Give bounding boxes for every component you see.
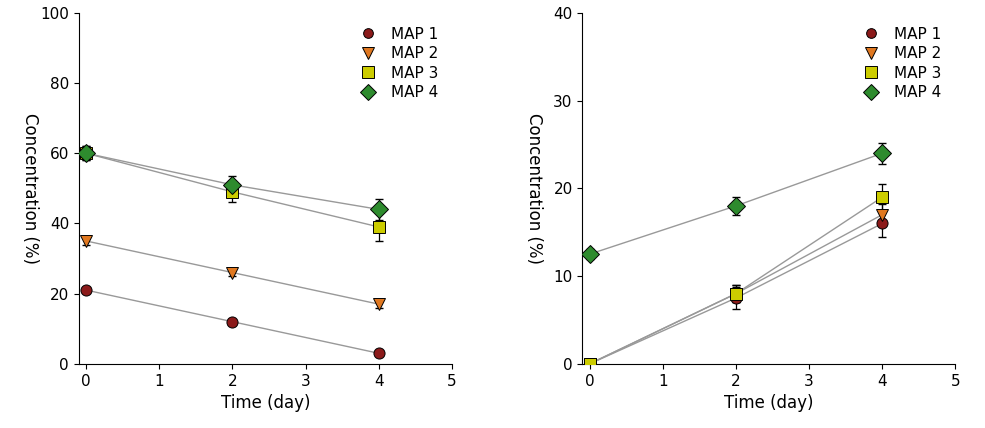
Legend: MAP 1, MAP 2, MAP 3, MAP 4: MAP 1, MAP 2, MAP 3, MAP 4 (850, 21, 948, 107)
Text: Concentration (%): Concentration (%) (22, 113, 39, 264)
X-axis label: Time (day): Time (day) (221, 394, 310, 412)
Legend: MAP 1, MAP 2, MAP 3, MAP 4: MAP 1, MAP 2, MAP 3, MAP 4 (347, 21, 444, 107)
Text: Concentration (%): Concentration (%) (525, 113, 543, 264)
X-axis label: Time (day): Time (day) (724, 394, 814, 412)
